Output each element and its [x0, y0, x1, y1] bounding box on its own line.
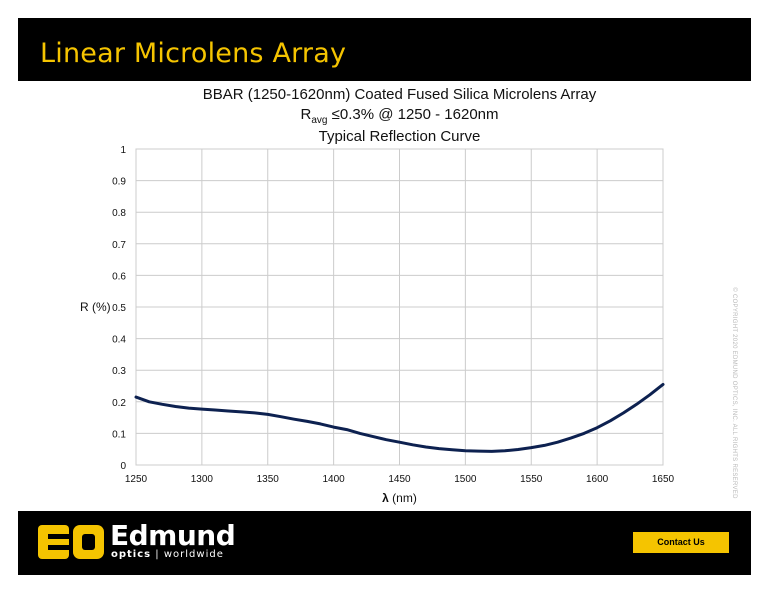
x-tick-label: 1600 — [586, 474, 609, 485]
page-footer: Edmund optics | worldwide Contact Us — [18, 511, 751, 575]
y-tick-label: 0.1 — [112, 429, 126, 440]
page-title: Linear Microlens Array — [40, 38, 347, 69]
y-tick-label: 1 — [120, 145, 126, 156]
y-tick-label: 0.4 — [112, 335, 126, 346]
x-tick-label: 1500 — [454, 474, 477, 485]
x-tick-label: 1300 — [191, 474, 214, 485]
logo-tagline: optics | worldwide — [111, 549, 224, 560]
x-axis-symbol: λ — [382, 491, 389, 505]
x-tick-label: 1450 — [388, 474, 411, 485]
subtitle-prefix: R — [300, 106, 312, 123]
chart-caption: Typical Reflection Curve — [318, 128, 481, 145]
eo-logo-icon — [38, 525, 104, 559]
x-tick-label: 1550 — [520, 474, 543, 485]
logo-tagline-worldwide: | worldwide — [151, 549, 224, 560]
x-tick-label: 1400 — [323, 474, 346, 485]
subtitle-subscript: avg — [311, 115, 328, 126]
edmund-logo[interactable]: Edmund optics | worldwide — [38, 519, 268, 564]
plot-area-border — [135, 148, 664, 466]
y-tick-label: 0.6 — [112, 271, 126, 282]
reflection-curve-line — [134, 382, 665, 453]
subtitle-suffix: ≤0.3% @ 1250 - 1620nm — [327, 106, 499, 123]
contact-us-button[interactable]: Contact Us — [633, 532, 729, 553]
x-axis-unit: (nm) — [388, 491, 417, 505]
chart-subtitle: Ravg ≤0.3% @ 1250 - 1620nm — [136, 106, 663, 126]
logo-tagline-optics: optics — [111, 549, 152, 560]
y-tick-label: 0.7 — [112, 240, 126, 251]
y-tick-label: 0 — [120, 461, 126, 472]
x-axis-label: λ (nm) — [136, 491, 663, 505]
y-tick-label: 0.2 — [112, 398, 126, 409]
x-tick-label: 1650 — [652, 474, 675, 485]
y-tick-label: 0.9 — [112, 177, 126, 188]
y-tick-label: 0.3 — [112, 366, 126, 377]
chart-title: BBAR (1250-1620nm) Coated Fused Silica M… — [202, 86, 597, 103]
page-header: Linear Microlens Array — [18, 18, 751, 81]
copyright-notice: © COPYRIGHT 2020 EDMUND OPTICS, INC. ALL… — [731, 287, 737, 499]
x-tick-label: 1250 — [125, 474, 148, 485]
y-tick-label: 0.8 — [112, 208, 126, 219]
y-tick-label: 0.5 — [112, 303, 126, 314]
y-axis-label: R (%) — [80, 300, 111, 314]
logo-wordmark: Edmund — [110, 519, 236, 552]
x-tick-label: 1350 — [257, 474, 280, 485]
